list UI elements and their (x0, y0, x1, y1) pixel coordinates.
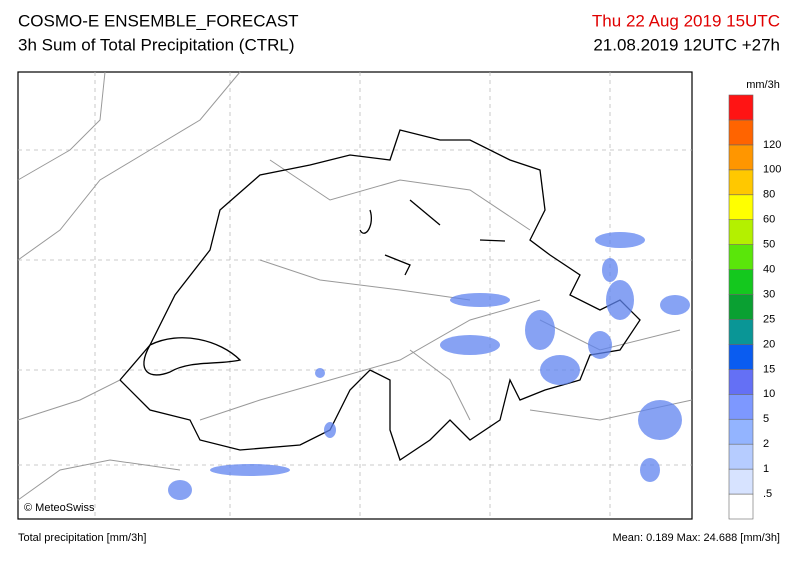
valid-time: Thu 22 Aug 2019 15UTC (592, 11, 780, 30)
colorbar-box (728, 294, 754, 320)
colorbar-label: 120 (763, 139, 781, 151)
subtitle: 3h Sum of Total Precipitation (CTRL) (18, 35, 295, 54)
colorbar-box (728, 144, 754, 171)
colorbar-label: 25 (763, 313, 775, 325)
border (119, 129, 641, 462)
legend-unit: mm/3h (746, 79, 780, 91)
colorbar-label: 100 (763, 164, 781, 176)
colorbar-box (728, 319, 754, 345)
colorbar-label: .5 (763, 488, 772, 500)
colorbar-label: 2 (763, 438, 769, 450)
colorbar-box (728, 393, 754, 420)
colorbar-label: 5 (763, 413, 769, 425)
colorbar-box (728, 269, 754, 295)
run-time: 21.08.2019 12UTC +27h (593, 35, 780, 54)
colorbar-box (728, 493, 754, 520)
map-frame (17, 71, 693, 520)
colorbar-box (728, 468, 754, 495)
colorbar-box (728, 194, 754, 221)
colorbar-label: 50 (763, 239, 775, 251)
colorbar-label: 40 (763, 263, 775, 275)
footer-right: Mean: 0.189 Max: 24.688 [mm/3h] (612, 532, 780, 544)
colorbar-box (728, 369, 754, 395)
colorbar-box (728, 219, 754, 245)
colorbar-label: 1 (763, 463, 769, 475)
colorbar-label: 20 (763, 338, 775, 350)
colorbar-box (728, 119, 754, 146)
credit: © MeteoSwiss (24, 502, 95, 514)
footer-left: Total precipitation [mm/3h] (18, 532, 146, 544)
colorbar-label: 10 (763, 388, 775, 400)
title: COSMO-E ENSEMBLE_FORECAST (18, 11, 299, 30)
colorbar-label: 80 (763, 189, 775, 201)
map: © MeteoSwiss (17, 71, 693, 520)
colorbar-label: 60 (763, 214, 775, 226)
colorbar-box (728, 418, 754, 445)
colorbar-box (728, 344, 754, 370)
colorbar-box (728, 94, 754, 121)
regions (17, 71, 693, 501)
colorbar-box (728, 443, 754, 470)
graticule (18, 72, 692, 519)
colorbar-label: 15 (763, 363, 775, 375)
colorbar-box (728, 169, 754, 196)
colorbar-label: 30 (763, 288, 775, 300)
precipitation (168, 232, 690, 500)
colorbar-box (728, 244, 754, 270)
